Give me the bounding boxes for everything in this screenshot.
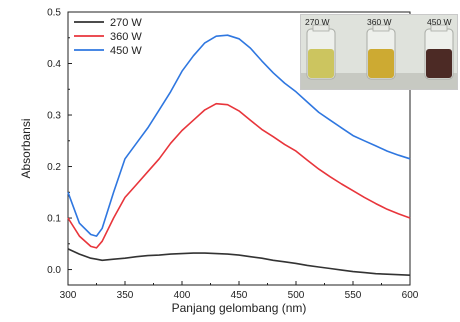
x-tick-label-350: 350 xyxy=(117,290,134,301)
inset-label-360w: 360 W xyxy=(367,17,392,27)
vial-neck-1 xyxy=(312,24,330,32)
y-tick-label-0.5: 0.5 xyxy=(47,8,61,19)
inset-table xyxy=(301,73,457,89)
series-line-450-w xyxy=(67,34,411,237)
inset-photo: 270 W 360 W 450 W xyxy=(300,14,458,90)
series-line-270-w xyxy=(67,248,411,276)
x-tick-label-300: 300 xyxy=(60,290,77,301)
x-tick-label-600: 600 xyxy=(402,290,419,301)
legend-label-360-w: 360 W xyxy=(110,31,142,43)
y-tick-label-0.2: 0.2 xyxy=(47,162,61,173)
vial-liquid-2 xyxy=(368,49,394,78)
legend-label-270-w: 270 W xyxy=(110,17,142,29)
legend-label-450-w: 450 W xyxy=(110,45,142,57)
x-axis-label: Panjang gelombang (nm) xyxy=(172,301,307,315)
vial-liquid-3 xyxy=(426,49,452,78)
inset-label-270w: 270 W xyxy=(305,17,330,27)
y-axis-label: Absorbansi xyxy=(19,118,33,178)
vial-neck-3 xyxy=(430,24,448,32)
y-tick-label-0.3: 0.3 xyxy=(47,111,61,122)
vial-liquid-1 xyxy=(308,49,334,78)
vial-neck-2 xyxy=(372,24,390,32)
y-tick-label-0.4: 0.4 xyxy=(47,59,61,70)
series-line-360-w xyxy=(67,102,411,249)
x-tick-label-500: 500 xyxy=(288,290,305,301)
y-tick-label-0.0: 0.0 xyxy=(47,265,61,276)
inset-photo-vials xyxy=(301,15,457,89)
x-tick-label-400: 400 xyxy=(174,290,191,301)
x-tick-label-450: 450 xyxy=(231,290,248,301)
y-tick-label-0.1: 0.1 xyxy=(47,214,61,225)
inset-label-450w: 450 W xyxy=(427,17,452,27)
x-tick-label-550: 550 xyxy=(345,290,362,301)
